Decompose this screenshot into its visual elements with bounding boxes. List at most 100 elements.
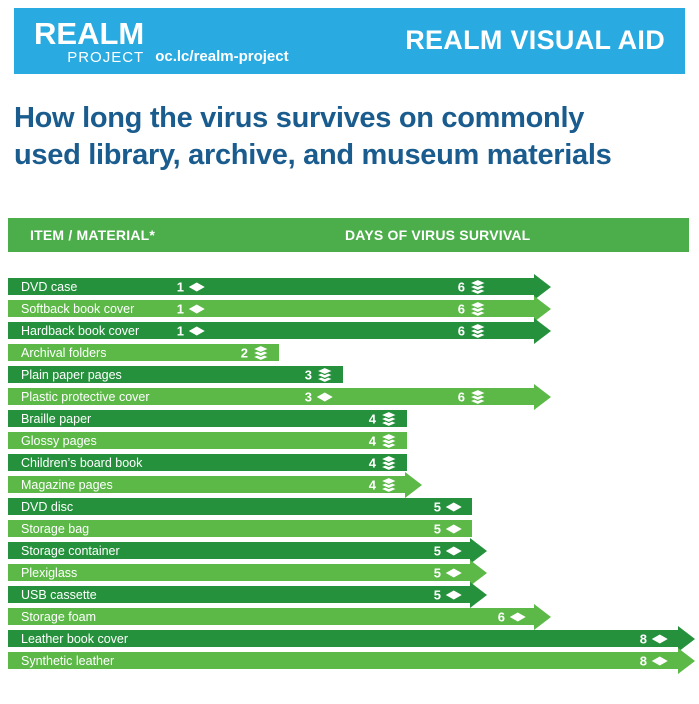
day-marker: 6	[458, 279, 486, 294]
chart-row: Storage foam 6	[8, 603, 699, 630]
day-marker: 4	[369, 411, 397, 426]
stacked-items-icon	[381, 433, 397, 448]
survival-bar: Hardback book cover 1 6	[8, 317, 551, 344]
single-item-icon	[652, 656, 668, 665]
stacked-items-icon	[381, 477, 397, 492]
survival-bar: Storage container 5	[8, 537, 487, 564]
day-marker: 1	[177, 280, 205, 293]
survival-bar: DVD disc 5	[8, 498, 472, 515]
single-item-icon	[189, 282, 205, 291]
day-value: 5	[433, 565, 441, 580]
single-item-icon	[317, 392, 333, 401]
stacked-items-icon	[470, 323, 486, 338]
arrow-right-icon	[470, 537, 487, 564]
arrow-right-icon	[534, 317, 551, 344]
chart-row: Plastic protective cover 3 6	[8, 383, 699, 410]
day-value: 5	[433, 521, 441, 536]
chart-row: Children’s board book 4	[8, 454, 699, 471]
day-marker: 4	[369, 455, 397, 470]
chart-row: Magazine pages 4	[8, 471, 699, 498]
material-label: Hardback book cover	[21, 323, 140, 338]
single-item-icon	[446, 590, 462, 599]
survival-bar: Plain paper pages 3	[8, 366, 343, 383]
material-label: Archival folders	[21, 345, 107, 360]
material-label: Magazine pages	[21, 477, 113, 492]
material-label: USB cassette	[21, 587, 97, 602]
chart-row: Plexiglass 5	[8, 559, 699, 586]
day-marker: 4	[369, 433, 397, 448]
day-value: 1	[176, 301, 184, 316]
table-header-bar: ITEM / MATERIAL* DAYS OF VIRUS SURVIVAL	[8, 218, 689, 252]
arrow-right-icon	[405, 471, 422, 498]
day-value: 8	[639, 631, 647, 646]
day-marker: 6	[458, 389, 486, 404]
day-value: 6	[457, 301, 465, 316]
day-marker: 6	[458, 323, 486, 338]
day-marker: 8	[640, 632, 668, 645]
day-value: 5	[433, 587, 441, 602]
day-marker: 3	[305, 367, 333, 382]
day-marker: 5	[434, 588, 462, 601]
day-value: 6	[457, 389, 465, 404]
day-value: 4	[368, 433, 376, 448]
day-marker: 5	[434, 566, 462, 579]
day-value: 5	[433, 543, 441, 558]
survival-bar: USB cassette 5	[8, 581, 487, 608]
single-item-icon	[446, 502, 462, 511]
chart-row: DVD disc 5	[8, 498, 699, 515]
day-value: 4	[368, 411, 376, 426]
arrow-right-icon	[470, 559, 487, 586]
survival-bar: Leather book cover 8	[8, 625, 695, 652]
day-marker: 6	[498, 610, 526, 623]
header-banner: REALM PROJECT oc.lc/realm-project REALM …	[14, 8, 685, 74]
day-marker: 3	[305, 390, 333, 403]
arrow-right-icon	[534, 383, 551, 410]
day-value: 1	[176, 279, 184, 294]
logo-title: REALM	[34, 16, 145, 52]
chart-row: Plain paper pages 3	[8, 366, 699, 383]
survival-bar: Magazine pages 4	[8, 471, 422, 498]
stacked-items-icon	[381, 455, 397, 470]
material-label: Plain paper pages	[21, 367, 122, 382]
material-label: Glossy pages	[21, 433, 97, 448]
arrow-right-icon	[470, 581, 487, 608]
realm-logo: REALM PROJECT	[34, 16, 145, 66]
chart-row: Storage container 5	[8, 537, 699, 564]
stacked-items-icon	[470, 279, 486, 294]
day-marker: 1	[177, 324, 205, 337]
single-item-icon	[189, 304, 205, 313]
material-label: Plastic protective cover	[21, 389, 150, 404]
chart-row: Hardback book cover 1 6	[8, 317, 699, 344]
chart-row: Braille paper 4	[8, 410, 699, 427]
material-label: Synthetic leather	[21, 653, 115, 668]
survival-chart: DVD case 1 6 Softback book cover 1 6 Hardback …	[8, 273, 699, 674]
survival-bar: Softback book cover 1 6	[8, 295, 551, 322]
chart-row: USB cassette 5	[8, 581, 699, 608]
single-item-icon	[446, 568, 462, 577]
stacked-items-icon	[470, 389, 486, 404]
material-label: Leather book cover	[21, 631, 129, 646]
single-item-icon	[189, 326, 205, 335]
material-label: Braille paper	[21, 411, 92, 426]
survival-bar: Plexiglass 5	[8, 559, 487, 586]
survival-bar: Archival folders 2	[8, 344, 279, 361]
banner-title: REALM VISUAL AID	[405, 25, 665, 55]
day-value: 6	[497, 609, 505, 624]
day-marker: 2	[241, 345, 269, 360]
chart-row: Synthetic leather 8	[8, 647, 699, 674]
material-label: Children’s board book	[21, 455, 143, 470]
logo-subtitle: PROJECT	[67, 49, 145, 66]
day-marker: 1	[177, 302, 205, 315]
material-label: Storage foam	[21, 609, 97, 624]
day-marker: 8	[640, 654, 668, 667]
arrow-right-icon	[534, 273, 551, 300]
day-marker: 6	[458, 301, 486, 316]
day-value: 8	[639, 653, 647, 668]
day-value: 4	[368, 455, 376, 470]
material-label: Storage container	[21, 543, 120, 558]
arrow-right-icon	[678, 647, 695, 674]
day-value: 3	[304, 389, 312, 404]
day-value: 4	[368, 477, 376, 492]
day-value: 6	[457, 323, 465, 338]
